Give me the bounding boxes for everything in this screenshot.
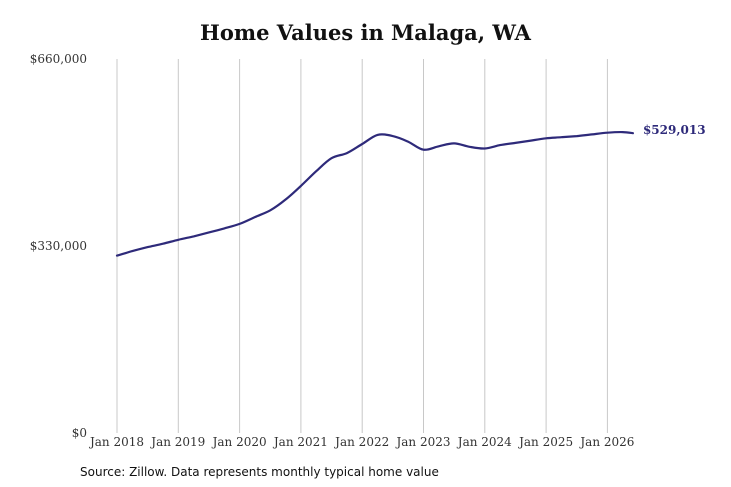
chart-title: Home Values in Malaga, WA [200,20,531,45]
y-tick-label: $0 [72,426,87,440]
x-tick-label: Jan 2023 [394,435,450,449]
y-tick-label: $660,000 [30,52,87,66]
x-tick-label: Jan 2022 [333,435,389,449]
end-value-label: $529,013 [643,123,706,137]
x-tick-label: Jan 2020 [211,435,267,449]
y-tick-label: $330,000 [30,239,87,253]
x-tick-label: Jan 2018 [88,435,144,449]
x-tick-label: Jan 2021 [272,435,328,449]
x-tick-label: Jan 2025 [517,435,573,449]
x-tick-label: Jan 2024 [456,435,512,449]
x-tick-label: Jan 2026 [578,435,634,449]
source-note: Source: Zillow. Data represents monthly … [80,465,439,479]
series-line [115,130,634,257]
x-tick-label: Jan 2019 [149,435,205,449]
